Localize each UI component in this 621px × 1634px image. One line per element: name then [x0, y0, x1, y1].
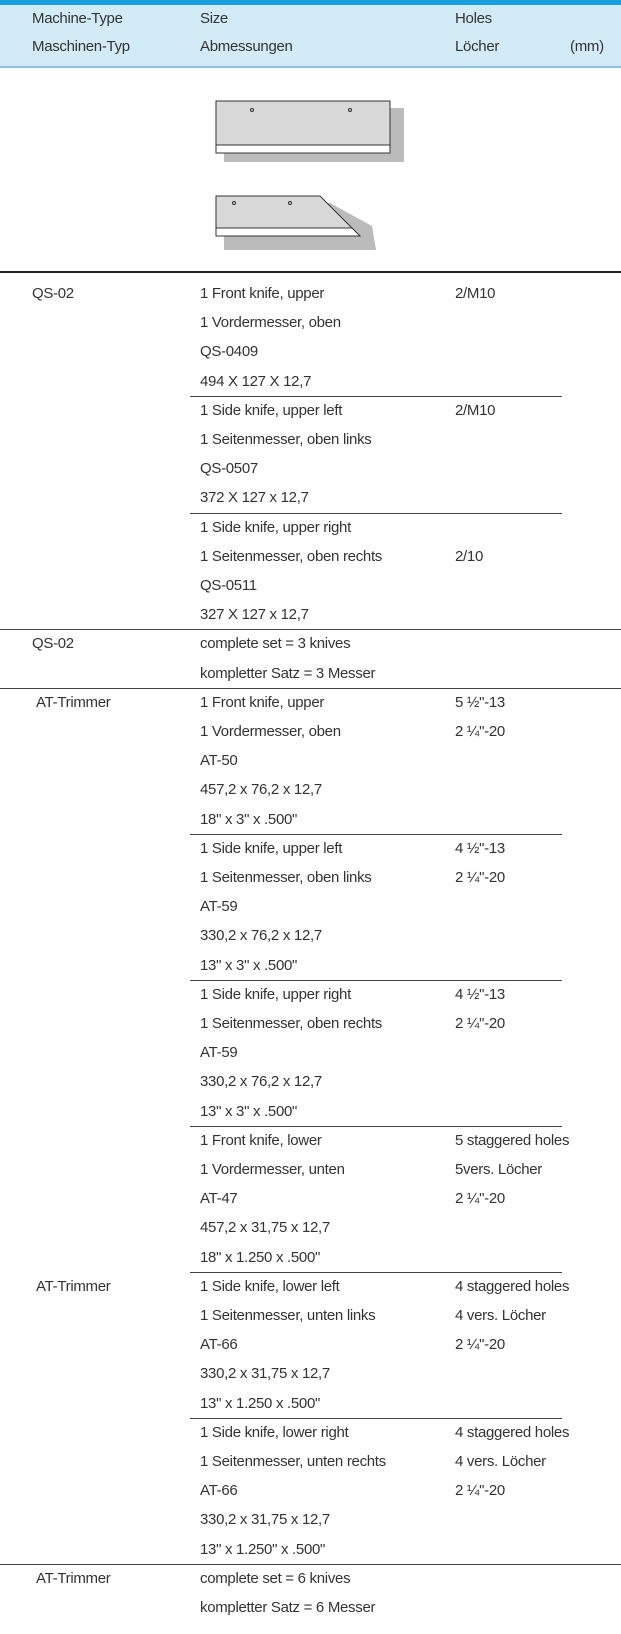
holes-line: 4 ½"-13: [455, 986, 505, 1003]
size-line: 330,2 x 76,2 x 12,7: [200, 1073, 322, 1090]
holes-line: 5 ½"-13: [455, 694, 505, 711]
header-holes-de: Löcher: [455, 38, 500, 55]
size-line: 1 Front knife, upper: [200, 285, 325, 302]
size-line: AT-47: [200, 1190, 238, 1207]
header-unit: (mm): [570, 38, 604, 55]
size-line: 457,2 x 76,2 x 12,7: [200, 781, 322, 798]
size-line: 13" x 1.250" x .500": [200, 1541, 326, 1558]
size-line: 1 Seitenmesser, unten rechts: [200, 1453, 386, 1470]
size-line: kompletter Satz = 3 Messer: [200, 665, 376, 682]
knife-edge: [215, 227, 362, 237]
knife-drawings: [215, 100, 404, 250]
size-line: 1 Side knife, upper right: [200, 986, 351, 1003]
size-line: AT-66: [200, 1482, 238, 1499]
item-divider: [190, 1418, 562, 1419]
size-line: 1 Seitenmesser, oben rechts: [200, 548, 383, 565]
size-line: 1 Seitenmesser, unten links: [200, 1307, 376, 1324]
holes-line: 4 staggered holes: [455, 1424, 570, 1441]
group-divider: [0, 1564, 621, 1565]
size-line: 327 X 127 x 12,7: [200, 606, 309, 623]
size-line: 1 Vordermesser, oben: [200, 723, 341, 740]
machine-type: AT-Trimmer: [36, 694, 111, 711]
holes-line: 4 staggered holes: [455, 1278, 570, 1295]
size-line: 330,2 x 31,75 x 12,7: [200, 1511, 330, 1528]
knife-body: [215, 100, 391, 146]
group-divider: [0, 629, 621, 630]
size-line: AT-59: [200, 1044, 238, 1061]
holes-line: 2 ¼"-20: [455, 1336, 505, 1353]
size-line: 1 Seitenmesser, oben links: [200, 431, 372, 448]
holes-line: 4 vers. Löcher: [455, 1307, 546, 1324]
holes-line: 2/10: [455, 548, 483, 565]
size-line: AT-66: [200, 1336, 238, 1353]
size-line: 1 Side knife, lower right: [200, 1424, 349, 1441]
size-line: 13" x 1.250 x .500": [200, 1395, 321, 1412]
size-line: 1 Seitenmesser, oben links: [200, 869, 372, 886]
size-line: 494 X 127 X 12,7: [200, 373, 312, 390]
holes-line: 5 staggered holes: [455, 1132, 570, 1149]
holes-line: 4 ½"-13: [455, 840, 505, 857]
item-divider: [190, 1126, 562, 1127]
size-line: 1 Vordermesser, unten: [200, 1161, 345, 1178]
size-line: complete set = 6 knives: [200, 1570, 351, 1587]
holes-line: 2 ¼"-20: [455, 723, 505, 740]
size-line: QS-0507: [200, 460, 258, 477]
holes-line: 2 ¼"-20: [455, 1190, 505, 1207]
holes-line: 2/M10: [455, 285, 496, 302]
size-line: 13" x 3" x .500": [200, 957, 298, 974]
holes-line: 2 ¼"-20: [455, 1482, 505, 1499]
holes-line: 5vers. Löcher: [455, 1161, 542, 1178]
header-size-de: Abmessungen: [200, 38, 293, 55]
holes-line: 2 ¼"-20: [455, 1015, 505, 1032]
size-line: 372 X 127 x 12,7: [200, 489, 309, 506]
size-line: 1 Side knife, lower left: [200, 1278, 340, 1295]
size-line: 1 Front knife, lower: [200, 1132, 322, 1149]
size-line: 1 Vordermesser, oben: [200, 314, 341, 331]
holes-line: 4 vers. Löcher: [455, 1453, 546, 1470]
size-line: 330,2 x 76,2 x 12,7: [200, 927, 322, 944]
holes-line: 2/M10: [455, 402, 496, 419]
size-line: kompletter Satz = 6 Messer: [200, 1599, 376, 1616]
group-divider: [0, 688, 621, 689]
header-strip: [0, 0, 621, 5]
size-line: AT-59: [200, 898, 238, 915]
holes-line: 2 ¼"-20: [455, 869, 505, 886]
item-divider: [190, 834, 562, 835]
header-machine: Machine-Type: [32, 10, 123, 27]
size-line: 1 Side knife, upper left: [200, 840, 343, 857]
size-line: QS-0409: [200, 343, 258, 360]
size-line: 457,2 x 31,75 x 12,7: [200, 1219, 330, 1236]
machine-type: QS-02: [32, 635, 74, 652]
header-holes: Holes: [455, 10, 492, 27]
size-line: 1 Seitenmesser, oben rechts: [200, 1015, 383, 1032]
size-line: 1 Side knife, upper right: [200, 519, 351, 536]
size-line: 1 Front knife, upper: [200, 694, 325, 711]
size-line: AT-50: [200, 752, 238, 769]
machine-type: AT-Trimmer: [36, 1570, 111, 1587]
machine-type: AT-Trimmer: [36, 1278, 111, 1295]
item-divider: [190, 1272, 562, 1273]
size-line: 18" x 1.250 x .500": [200, 1249, 321, 1266]
item-divider: [190, 396, 562, 397]
divider: [0, 271, 621, 273]
knife-body: [215, 195, 354, 229]
item-divider: [190, 513, 562, 514]
knife-edge: [215, 144, 391, 154]
header-band: [0, 0, 621, 68]
size-line: QS-0511: [200, 577, 257, 594]
size-line: complete set = 3 knives: [200, 635, 351, 652]
size-line: 330,2 x 31,75 x 12,7: [200, 1365, 330, 1382]
machine-type: QS-02: [32, 285, 74, 302]
header-machine-de: Maschinen-Typ: [32, 38, 130, 55]
header-size: Size: [200, 10, 228, 27]
size-line: 18" x 3" x .500": [200, 811, 298, 828]
size-line: 1 Side knife, upper left: [200, 402, 343, 419]
item-divider: [190, 980, 562, 981]
size-line: 13" x 3" x .500": [200, 1103, 298, 1120]
